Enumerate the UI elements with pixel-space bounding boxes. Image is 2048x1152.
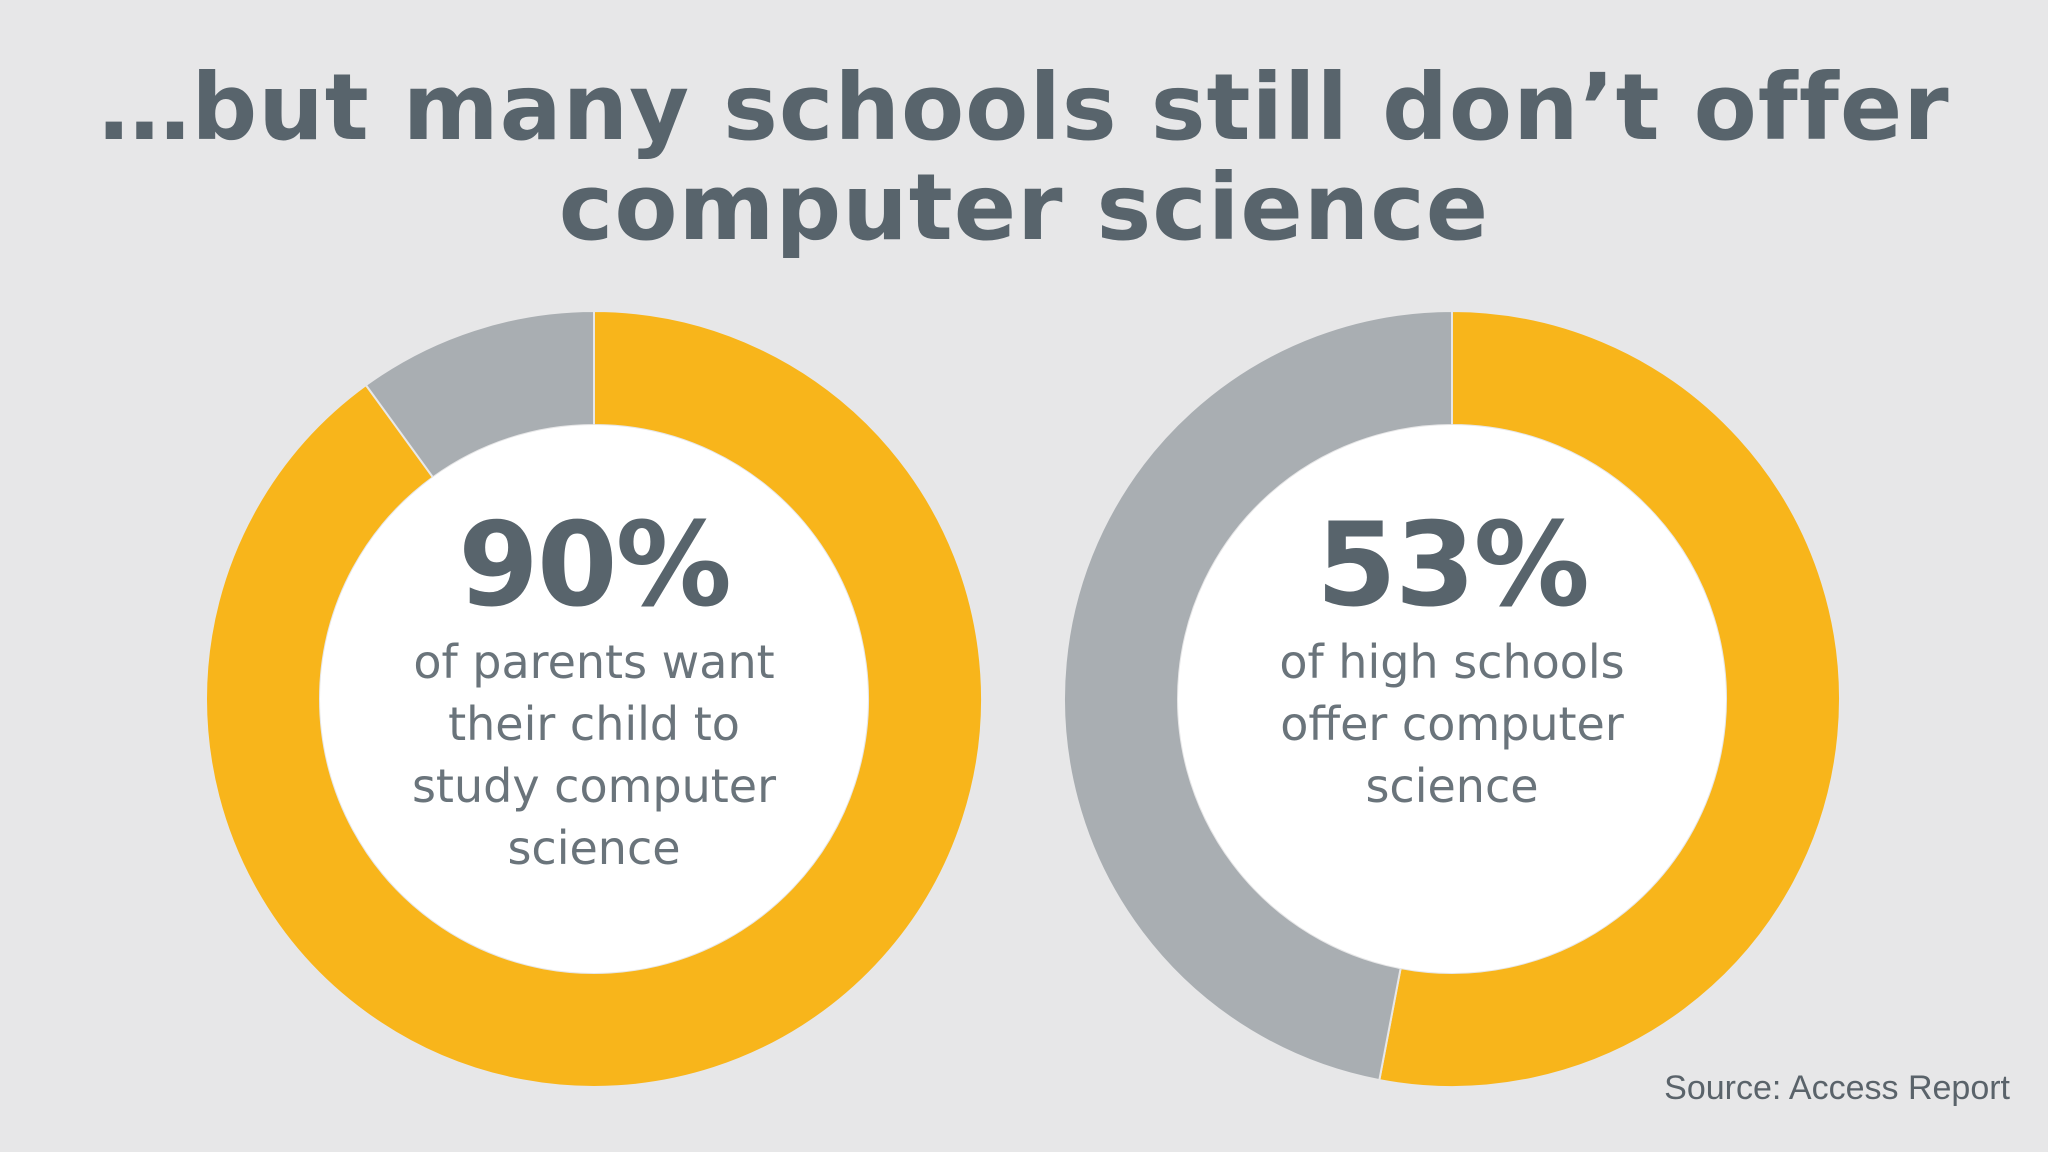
caption-line: their child to bbox=[448, 697, 740, 751]
caption-line: of high schools bbox=[1279, 635, 1625, 689]
donut-chart-parents-svg bbox=[206, 311, 982, 1087]
source-note: Source: Access Report bbox=[1664, 1069, 2010, 1107]
percent-value: 90% bbox=[458, 498, 732, 633]
title-line-1: …but many schools still don’t offer bbox=[98, 54, 1950, 161]
caption-line: study computer bbox=[411, 759, 777, 813]
donut-hole bbox=[1178, 425, 1726, 973]
donut-center-high-schools: 53% of high schools offer computer scien… bbox=[1202, 449, 1702, 949]
donut-chart-high-schools-svg bbox=[1064, 311, 1840, 1087]
donut-chart-parents: 90% of parents want their child to study… bbox=[206, 311, 982, 1087]
caption-line: science bbox=[1365, 759, 1539, 813]
title-line-2: computer science bbox=[558, 154, 1490, 261]
donut-center-parents: 90% of parents want their child to study… bbox=[344, 449, 844, 949]
caption-line: offer computer bbox=[1280, 697, 1624, 751]
caption-line: science bbox=[507, 821, 681, 875]
page-title: …but many schools still don’t offer comp… bbox=[0, 58, 2048, 258]
donut-chart-high-schools: 53% of high schools offer computer scien… bbox=[1064, 311, 1840, 1087]
donut-hole bbox=[320, 425, 868, 973]
caption-line: of parents want bbox=[413, 635, 775, 689]
percent-value: 53% bbox=[1316, 498, 1590, 633]
